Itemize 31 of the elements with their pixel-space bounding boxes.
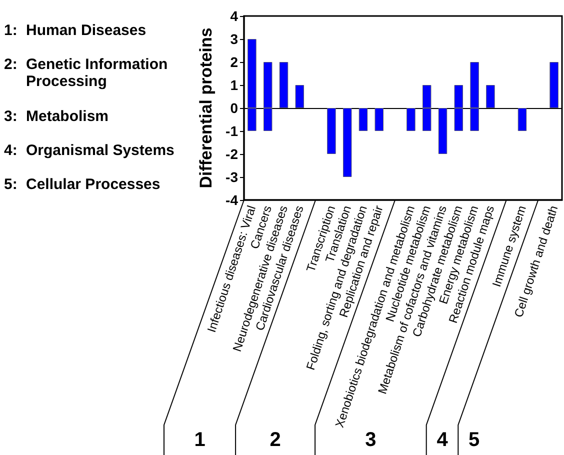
- text: 1: [194, 429, 206, 451]
- y-tick-label: 2: [230, 54, 238, 70]
- y-tick-label: 3: [230, 31, 238, 47]
- text: 5: [468, 429, 480, 451]
- bar: [279, 62, 288, 108]
- text: 4: Organismal Systems: [4, 142, 176, 159]
- bar: [406, 108, 416, 131]
- text: 1: Human Diseases: [4, 22, 148, 39]
- text: 3: [365, 429, 376, 451]
- y-tick-label: -3: [226, 169, 238, 185]
- bar: [438, 108, 448, 154]
- text: 2: Genetic Information Processing: [4, 56, 169, 90]
- y-tick-label: -2: [226, 146, 238, 162]
- bar: [342, 108, 352, 177]
- text: 4: [436, 429, 449, 451]
- bar: [358, 108, 368, 131]
- bar: [550, 62, 558, 108]
- bar: [327, 108, 336, 154]
- y-axis-title: Differential proteins: [196, 28, 216, 188]
- bar: [295, 85, 304, 108]
- y-tick-label: 1: [230, 77, 238, 93]
- bar: [374, 108, 384, 131]
- y-tick-label: 4: [230, 8, 238, 24]
- text: 5: Cellular Processes: [4, 176, 162, 193]
- y-tick-label: 0: [230, 100, 238, 116]
- y-tick-label: -1: [226, 123, 238, 139]
- bar: [518, 108, 527, 131]
- y-tick-label: -4: [226, 192, 238, 208]
- text: 3: Metabolism: [4, 108, 110, 125]
- text: 2: [270, 429, 281, 451]
- bar: [486, 85, 495, 108]
